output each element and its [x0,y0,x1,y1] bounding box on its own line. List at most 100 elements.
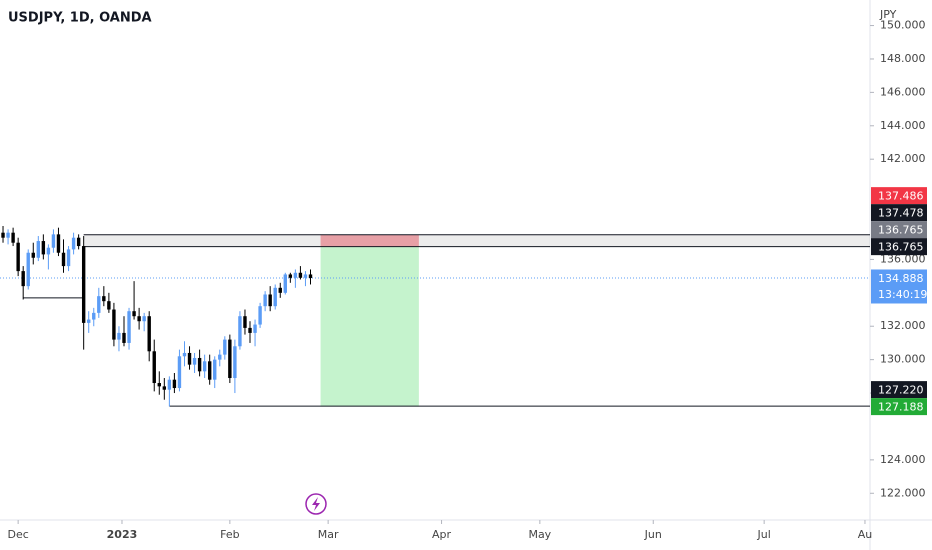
x-tick-label: Jul [757,528,771,541]
price-label: 136.765 [878,224,924,237]
price-label-box [871,238,927,256]
price-label: 137.478 [878,207,924,220]
y-tick-label: 150.000 [880,19,926,32]
price-label-box [871,398,927,416]
candle-body [303,274,308,278]
candle-body [16,242,20,272]
candle-body [66,249,71,267]
candle-body [177,356,182,389]
candle-body [117,332,121,340]
candle-body [71,237,76,250]
x-tick-label: Jun [644,528,662,541]
candle-body [21,271,25,287]
y-tick-label: 132.000 [880,319,926,332]
candle-body [213,359,217,380]
candle-body [223,339,227,355]
last-price-label: 134.888 [878,272,924,285]
candle-body [127,311,131,343]
stop-zone [320,234,419,247]
candle-body [218,354,222,360]
y-tick-label: 122.000 [880,486,926,499]
price-label: 136.765 [878,241,924,254]
candle-body [92,312,96,320]
candle-body [102,296,106,302]
candle-body [248,327,252,333]
candle-body [51,234,56,248]
candle-body [87,319,91,323]
price-label: 127.220 [878,384,924,397]
candle-body [273,287,277,307]
currency: JPY [879,8,897,21]
candle-body [283,274,287,293]
candle-body [76,237,81,247]
price-label: 127.188 [878,401,924,414]
candle-body [202,361,207,372]
candle-body [6,232,10,238]
y-tick-label: 142.000 [880,152,926,165]
candle-body [56,234,61,253]
candle-body [298,272,303,278]
candle-body [132,311,136,317]
candle-body [228,339,232,379]
x-tick-label: May [528,528,551,541]
candle-body [147,316,151,352]
candle-body [172,379,177,389]
y-tick-label: 130.000 [880,353,926,366]
candle-body [31,252,35,258]
candle-body [162,386,167,390]
candle-body [258,306,262,325]
candle-body [112,309,116,340]
y-tick-label: 148.000 [880,52,926,65]
candle-body [268,294,272,307]
y-tick-label: 144.000 [880,119,926,132]
candle-body [46,247,51,255]
candle-body [122,332,126,343]
candle-body [167,379,172,390]
candle-body [61,252,66,267]
candle-body [233,346,237,379]
candle-body [11,232,15,243]
candle-body [157,383,161,387]
candle-body [263,294,267,307]
x-tick-label: Au [858,528,873,541]
x-tick-label: Dec [7,528,28,541]
candle-body [238,316,242,347]
candle-body [142,316,146,322]
candle-body [81,246,86,323]
x-tick-label: Apr [432,528,452,541]
y-tick-label: 146.000 [880,85,926,98]
candle-body [1,232,5,238]
target-zone [320,246,419,407]
supply-zone [83,234,871,247]
candle-body [107,301,111,310]
candle-body [207,361,212,380]
countdown: 13:40:19 [878,288,927,301]
candle-body [182,352,187,357]
candle-body [278,287,282,293]
x-tick-label: Mar [318,528,339,541]
candle-body [288,274,293,278]
candle-body [197,357,202,372]
y-tick-label: 136.000 [880,252,926,265]
x-tick-label: Feb [220,528,239,541]
price-label-box [871,381,927,399]
candle-body [243,316,247,328]
price-label: 137.486 [878,190,924,203]
x-tick-label: 2023 [107,528,138,541]
candle-body [36,241,41,258]
candle-body [192,357,197,365]
chart-title: USDJPY, 1D, OANDA [8,11,152,26]
candle-body [293,272,298,278]
price-label-box [871,204,927,222]
candle-body [187,352,192,365]
candle-body [308,274,313,278]
candle-body [152,351,156,384]
price-label-box [871,221,927,239]
candle-body [253,324,257,333]
flash-icon[interactable] [305,493,327,515]
candle-body [41,241,46,255]
y-tick-label: 124.000 [880,453,926,466]
candle-body [97,296,101,313]
